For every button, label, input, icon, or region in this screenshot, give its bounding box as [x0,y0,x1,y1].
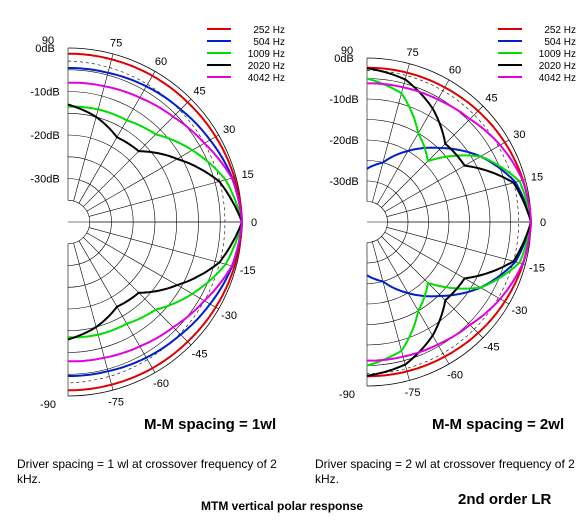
angle-tick-label: 0 [251,217,257,229]
radial-tick-label: 0dB [334,53,354,65]
radial-tick-label: -30dB [329,176,358,188]
angle-tick-label: -60 [447,369,463,381]
angle-tick-label: -75 [108,397,124,409]
filter-note: 2nd order LR [458,491,552,508]
spoke [381,236,484,339]
angle-tick-label: -45 [192,349,208,361]
spoke [386,227,526,265]
series-line-4042-hz [367,82,533,362]
angle-tick-label: -90 [339,389,355,401]
angle-tick-label: -15 [240,265,256,277]
grid-ring-dashed [366,70,519,374]
angle-tick-label: 45 [485,93,497,105]
radial-tick-label: -20dB [30,130,59,142]
angle-tick-label: 15 [242,169,254,181]
chart-2-caption: Driver spacing = 2 wl at crossover frequ… [315,457,575,486]
angle-tick-label: -60 [153,378,169,390]
legend-label: 252 Hz [544,25,576,36]
spoke [73,242,114,391]
spoke [88,176,237,217]
angle-tick-label: -30 [511,305,527,317]
spoke [381,105,484,208]
polar-chart-2: 90 75 60 45 30 15 0 -15 -30 -45 -60 -75 -90 0dB -10dB -… [329,25,576,401]
angle-tick-label: -30 [221,310,237,322]
legend-label: 1009 Hz [539,49,576,60]
spoke [384,232,510,305]
spoke [86,134,219,212]
spoke [384,139,510,213]
angle-tick-label: -90 [40,399,56,411]
chart-1-caption: Driver spacing = 1 wl at crossover frequ… [17,457,277,486]
chart-1-subtitle: M-M spacing = 1wl [144,416,277,433]
chart-2-subtitle: M-M spacing = 2wl [432,416,565,433]
series-line-4042-hz [67,81,244,363]
angle-tick-label: 90 [341,45,353,57]
spoke [83,98,192,207]
radial-tick-label: -30dB [30,174,59,186]
angle-tick-label: 60 [449,65,461,77]
polar-chart-1: 90 75 60 45 30 15 0 -15 -30 -45 -60 -75 -90 0dB -10dB -… [30,25,285,411]
angle-tick-label: -45 [484,342,500,354]
legend-label: 252 Hz [253,25,285,36]
legend-label: 2020 Hz [248,61,285,72]
legend-label: 1009 Hz [248,49,285,60]
spoke [377,79,450,205]
figure-title: MTM vertical polar response [201,499,364,513]
angle-tick-label: 75 [406,47,418,59]
angle-tick-label: 0 [540,217,546,229]
angle-tick-label: -75 [405,387,421,399]
angle-tick-label: 30 [223,124,235,136]
spoke [73,53,114,202]
angle-tick-label: -15 [529,263,545,275]
legend-label: 504 Hz [544,37,576,48]
angle-tick-label: 30 [513,129,525,141]
spoke [86,232,219,310]
spoke [386,179,526,217]
legend-label: 4042 Hz [248,73,285,84]
angle-tick-label: 75 [110,37,122,49]
radial-tick-label: -10dB [30,87,59,99]
angle-tick-label: 90 [42,35,54,47]
radial-tick-label: -10dB [329,94,358,106]
radial-tick-label: -20dB [329,135,358,147]
legend-label: 504 Hz [253,37,285,48]
legend-label: 4042 Hz [539,73,576,84]
radial-tick-label: 0dB [35,43,55,55]
legend-label: 2020 Hz [539,61,576,72]
spoke [83,237,192,346]
angle-tick-label: 15 [531,171,543,183]
spoke [377,239,450,365]
spoke [88,227,237,268]
angle-tick-label: 45 [193,86,205,98]
angle-tick-label: 60 [155,56,167,68]
